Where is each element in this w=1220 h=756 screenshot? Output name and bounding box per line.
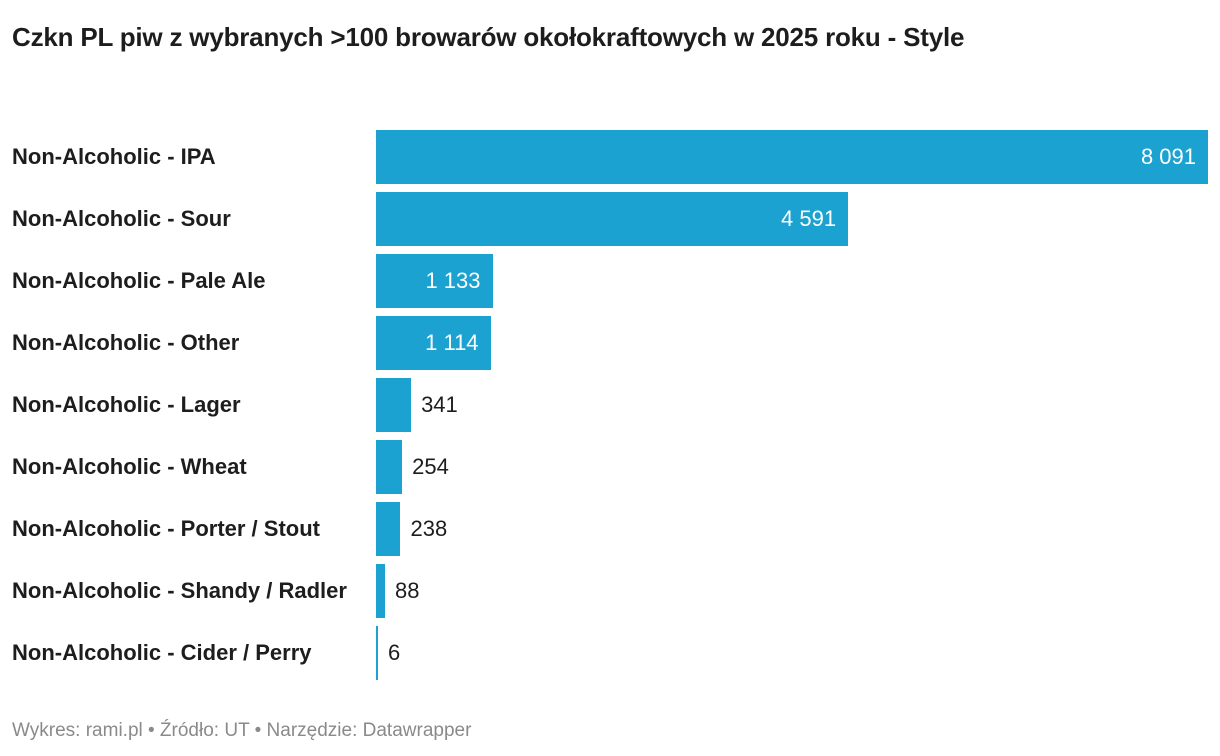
value-label: 6 — [388, 640, 401, 665]
category-label: Non-Alcoholic - Sour — [12, 206, 231, 231]
value-label: 1 133 — [425, 268, 481, 293]
chart-footer: Wykres: rami.pl • Źródło: UT • Narzędzie… — [12, 720, 472, 741]
category-label: Non-Alcoholic - Wheat — [12, 454, 247, 479]
category-label: Non-Alcoholic - Cider / Perry — [12, 640, 312, 665]
value-label: 254 — [412, 454, 449, 479]
value-label: 238 — [410, 516, 448, 541]
value-label: 88 — [395, 578, 420, 603]
category-label: Non-Alcoholic - IPA — [12, 144, 216, 169]
category-label: Non-Alcoholic - Other — [12, 330, 240, 355]
bar — [376, 316, 491, 370]
bar — [376, 378, 412, 432]
bar — [376, 626, 378, 680]
category-label: Non-Alcoholic - Lager — [12, 392, 241, 417]
bar — [376, 440, 403, 494]
chart-title: Czkn PL piw z wybranych >100 browarów ok… — [12, 22, 965, 52]
bar — [376, 192, 849, 246]
bar — [376, 502, 401, 556]
bar-chart: Non-Alcoholic - IPA 8 091 Non-Alcoholic - … — [12, 130, 1208, 680]
value-label: 4 591 — [781, 206, 837, 231]
value-label: 8 091 — [1140, 144, 1196, 169]
category-label: Non-Alcoholic - Shandy / Radler — [12, 578, 347, 603]
bar — [376, 564, 386, 618]
value-label: 341 — [421, 392, 458, 417]
category-label: Non-Alcoholic - Pale Ale — [12, 268, 266, 293]
value-label: 1 114 — [425, 330, 479, 355]
bar — [376, 254, 493, 308]
category-label: Non-Alcoholic - Porter / Stout — [12, 516, 320, 541]
bar — [376, 130, 1208, 184]
